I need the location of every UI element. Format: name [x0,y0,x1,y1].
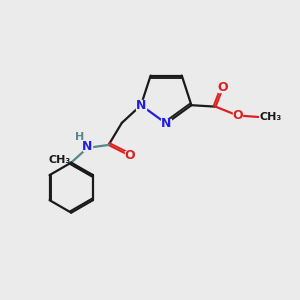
Bar [136,100,146,110]
Text: O: O [218,81,228,94]
Bar [83,142,92,151]
Text: N: N [161,117,171,130]
Bar [161,119,171,128]
Bar [233,111,242,120]
Text: CH₃: CH₃ [260,112,282,122]
Text: N: N [136,99,146,112]
Text: H: H [74,132,84,142]
Bar [124,151,134,160]
Bar [218,83,228,92]
Text: O: O [232,109,243,122]
Text: O: O [124,149,134,162]
Text: N: N [82,140,93,153]
Text: CH₃: CH₃ [49,154,71,164]
